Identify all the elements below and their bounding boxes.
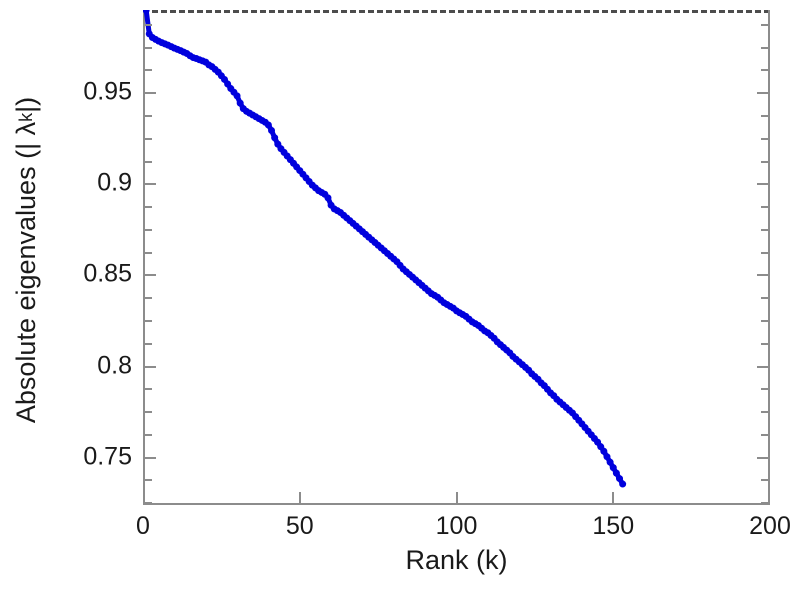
y-axis-tick-labels: 0.75 0.8 0.85 0.9 0.95 <box>0 0 140 600</box>
plot-area <box>143 10 770 505</box>
y-axis-line-right <box>768 10 770 505</box>
y-tick-minor-right <box>761 46 768 49</box>
y-tick-minor <box>145 320 152 322</box>
data-point-marker <box>616 475 624 483</box>
x-tick-major <box>143 492 145 503</box>
x-tick-major <box>455 492 458 503</box>
y-tick-major <box>145 274 156 277</box>
y-tick-minor <box>145 342 152 345</box>
x-tick-major <box>298 492 301 503</box>
y-tick-minor <box>145 206 152 209</box>
y-tick-minor <box>145 228 152 231</box>
y-tick-minor-right <box>761 137 768 140</box>
data-point-marker <box>324 194 332 202</box>
y-tick-minor <box>145 46 152 49</box>
y-tick-label: 0.85 <box>83 259 132 288</box>
y-tick-label: 0.9 <box>97 168 132 197</box>
y-tick-minor-right <box>761 206 768 209</box>
y-tick-minor <box>145 137 152 140</box>
y-tick-major <box>145 365 156 368</box>
data-point-marker <box>606 458 614 466</box>
y-tick-minor-right <box>761 160 768 163</box>
data-point-marker <box>271 134 279 142</box>
y-tick-label: 0.8 <box>97 351 132 380</box>
eigenvalue-curve <box>143 10 627 488</box>
x-tick-major <box>768 492 770 503</box>
y-tick-minor-right <box>761 228 768 231</box>
data-point-marker <box>233 92 241 100</box>
y-tick-major-right <box>757 183 768 186</box>
data-point-marker <box>619 480 627 488</box>
x-tick-label: 0 <box>136 512 150 540</box>
x-tick-label: 50 <box>285 512 314 540</box>
y-tick-minor <box>145 388 152 391</box>
y-tick-minor <box>145 502 152 505</box>
data-point-marker <box>612 469 620 477</box>
y-tick-minor <box>145 160 152 163</box>
y-tick-minor <box>145 23 152 26</box>
y-tick-minor-right <box>761 411 768 414</box>
x-axis-title: Rank (k) <box>405 545 508 575</box>
y-tick-minor-right <box>761 433 768 436</box>
y-tick-minor-right <box>761 320 768 322</box>
data-point-marker <box>268 126 276 134</box>
x-axis-line <box>143 503 770 505</box>
y-tick-major <box>145 456 156 459</box>
y-tick-minor <box>145 433 152 436</box>
y-tick-minor-right <box>761 251 768 254</box>
y-tick-minor-right <box>761 69 768 72</box>
data-point-marker <box>603 453 611 461</box>
y-tick-minor-right <box>761 388 768 391</box>
x-tick-label: 100 <box>435 512 478 540</box>
y-tick-major <box>145 92 156 95</box>
y-tick-minor-right <box>761 502 768 505</box>
y-tick-label: 0.75 <box>83 442 132 471</box>
reference-line-dashed <box>143 10 770 13</box>
y-tick-major-right <box>757 274 768 277</box>
x-tick-label: 150 <box>592 512 635 540</box>
data-point-marker <box>236 99 244 107</box>
y-tick-minor <box>145 114 152 117</box>
data-point-marker <box>600 447 608 455</box>
y-tick-minor <box>145 411 152 414</box>
y-tick-major-right <box>757 456 768 459</box>
y-tick-minor <box>145 297 152 300</box>
y-tick-minor-right <box>761 23 768 26</box>
y-tick-minor <box>145 479 152 482</box>
x-tick-major <box>612 492 615 503</box>
data-point-marker <box>264 121 272 129</box>
y-tick-minor-right <box>761 297 768 300</box>
y-axis-line <box>143 10 145 505</box>
y-tick-minor-right <box>761 114 768 117</box>
data-point-marker <box>609 464 617 472</box>
y-tick-major <box>145 183 156 186</box>
y-tick-major-right <box>757 365 768 368</box>
y-tick-label: 0.95 <box>83 77 132 106</box>
y-tick-minor <box>145 69 152 72</box>
y-tick-minor-right <box>761 342 768 345</box>
y-tick-minor-right <box>761 479 768 482</box>
data-point-marker <box>143 10 150 14</box>
x-tick-label: 200 <box>749 512 791 540</box>
y-tick-minor <box>145 251 152 254</box>
y-tick-major-right <box>757 92 768 95</box>
